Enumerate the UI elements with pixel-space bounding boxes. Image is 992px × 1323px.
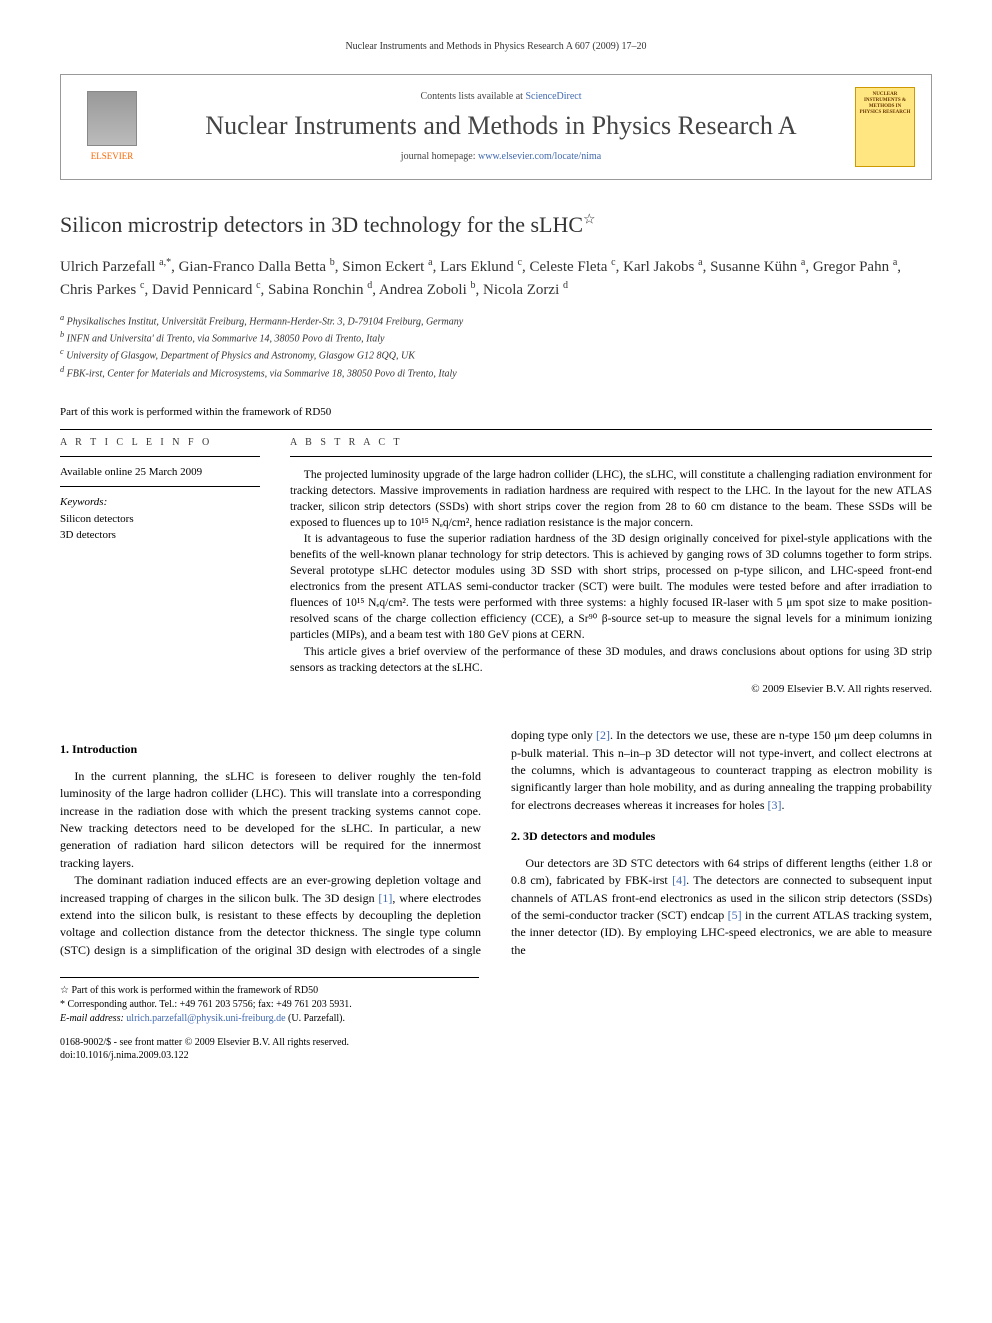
keywords-label: Keywords: bbox=[60, 495, 260, 510]
title-footnote-star: ☆ bbox=[583, 213, 596, 228]
journal-center: Contents lists available at ScienceDirec… bbox=[163, 90, 839, 163]
publisher-name: ELSEVIER bbox=[91, 150, 134, 163]
abstract-column: A B S T R A C T The projected luminosity… bbox=[290, 430, 932, 698]
abstract-text: The projected luminosity upgrade of the … bbox=[290, 467, 932, 676]
abstract-p3: This article gives a brief overview of t… bbox=[290, 644, 932, 676]
ref-1[interactable]: [1] bbox=[378, 891, 392, 905]
affiliation-b: b INFN and Universita' di Trento, via So… bbox=[60, 329, 932, 346]
affiliation-c: c University of Glasgow, Department of P… bbox=[60, 346, 932, 363]
email-link[interactable]: ulrich.parzefall@physik.uni-freiburg.de bbox=[126, 1013, 285, 1024]
author-list: Ulrich Parzefall a,*, Gian-Franco Dalla … bbox=[60, 255, 932, 302]
article-title: Silicon microstrip detectors in 3D techn… bbox=[60, 210, 932, 241]
ref-3[interactable]: [3] bbox=[768, 798, 782, 812]
abstract-heading: A B S T R A C T bbox=[290, 430, 932, 457]
contents-prefix: Contents lists available at bbox=[420, 91, 525, 102]
rd50-note: Part of this work is performed within th… bbox=[60, 405, 932, 420]
section-2-p1: Our detectors are 3D STC detectors with … bbox=[511, 855, 932, 959]
footnotes: ☆ Part of this work is performed within … bbox=[60, 977, 479, 1026]
journal-cover-thumbnail: NUCLEAR INSTRUMENTS & METHODS IN PHYSICS… bbox=[855, 87, 915, 167]
article-info-column: A R T I C L E I N F O Available online 2… bbox=[60, 430, 260, 698]
affiliation-a: a Physikalisches Institut, Universität F… bbox=[60, 312, 932, 329]
running-head: Nuclear Instruments and Methods in Physi… bbox=[60, 40, 932, 54]
ref-2[interactable]: [2] bbox=[596, 728, 610, 742]
abstract-p1: The projected luminosity upgrade of the … bbox=[290, 467, 932, 531]
section-1-p1: In the current planning, the sLHC is for… bbox=[60, 768, 481, 872]
homepage-link[interactable]: www.elsevier.com/locate/nima bbox=[478, 151, 601, 162]
section-2-heading: 2. 3D detectors and modules bbox=[511, 828, 932, 845]
homepage-line: journal homepage: www.elsevier.com/locat… bbox=[163, 150, 839, 164]
info-abstract-row: A R T I C L E I N F O Available online 2… bbox=[60, 429, 932, 698]
footnote-email: E-mail address: ulrich.parzefall@physik.… bbox=[60, 1012, 479, 1026]
body-two-column: 1. Introduction In the current planning,… bbox=[60, 727, 932, 959]
sciencedirect-link[interactable]: ScienceDirect bbox=[525, 91, 581, 102]
abstract-p2: It is advantageous to fuse the superior … bbox=[290, 531, 932, 644]
homepage-prefix: journal homepage: bbox=[401, 151, 478, 162]
keyword-1: Silicon detectors bbox=[60, 512, 260, 527]
affiliations: a Physikalisches Institut, Universität F… bbox=[60, 312, 932, 381]
abstract-copyright: © 2009 Elsevier B.V. All rights reserved… bbox=[290, 682, 932, 697]
ref-4[interactable]: [4] bbox=[672, 873, 686, 887]
front-matter-line: 0168-9002/$ - see front matter © 2009 El… bbox=[60, 1036, 479, 1049]
keyword-2: 3D detectors bbox=[60, 528, 260, 543]
footnote-corresponding: * Corresponding author. Tel.: +49 761 20… bbox=[60, 998, 479, 1012]
doi-block: 0168-9002/$ - see front matter © 2009 El… bbox=[60, 1036, 479, 1062]
ref-5[interactable]: [5] bbox=[728, 908, 742, 922]
doi-line: doi:10.1016/j.nima.2009.03.122 bbox=[60, 1049, 479, 1062]
journal-header-box: ELSEVIER Contents lists available at Sci… bbox=[60, 74, 932, 180]
footnote-star: ☆ Part of this work is performed within … bbox=[60, 984, 479, 998]
available-online: Available online 25 March 2009 bbox=[60, 465, 260, 487]
elsevier-tree-icon bbox=[87, 91, 137, 146]
article-info-heading: A R T I C L E I N F O bbox=[60, 430, 260, 457]
section-1-heading: 1. Introduction bbox=[60, 741, 481, 758]
affiliation-d: d FBK-irst, Center for Materials and Mic… bbox=[60, 364, 932, 381]
journal-title: Nuclear Instruments and Methods in Physi… bbox=[163, 110, 839, 141]
contents-line: Contents lists available at ScienceDirec… bbox=[163, 90, 839, 104]
article-title-text: Silicon microstrip detectors in 3D techn… bbox=[60, 212, 583, 237]
elsevier-logo: ELSEVIER bbox=[77, 87, 147, 167]
